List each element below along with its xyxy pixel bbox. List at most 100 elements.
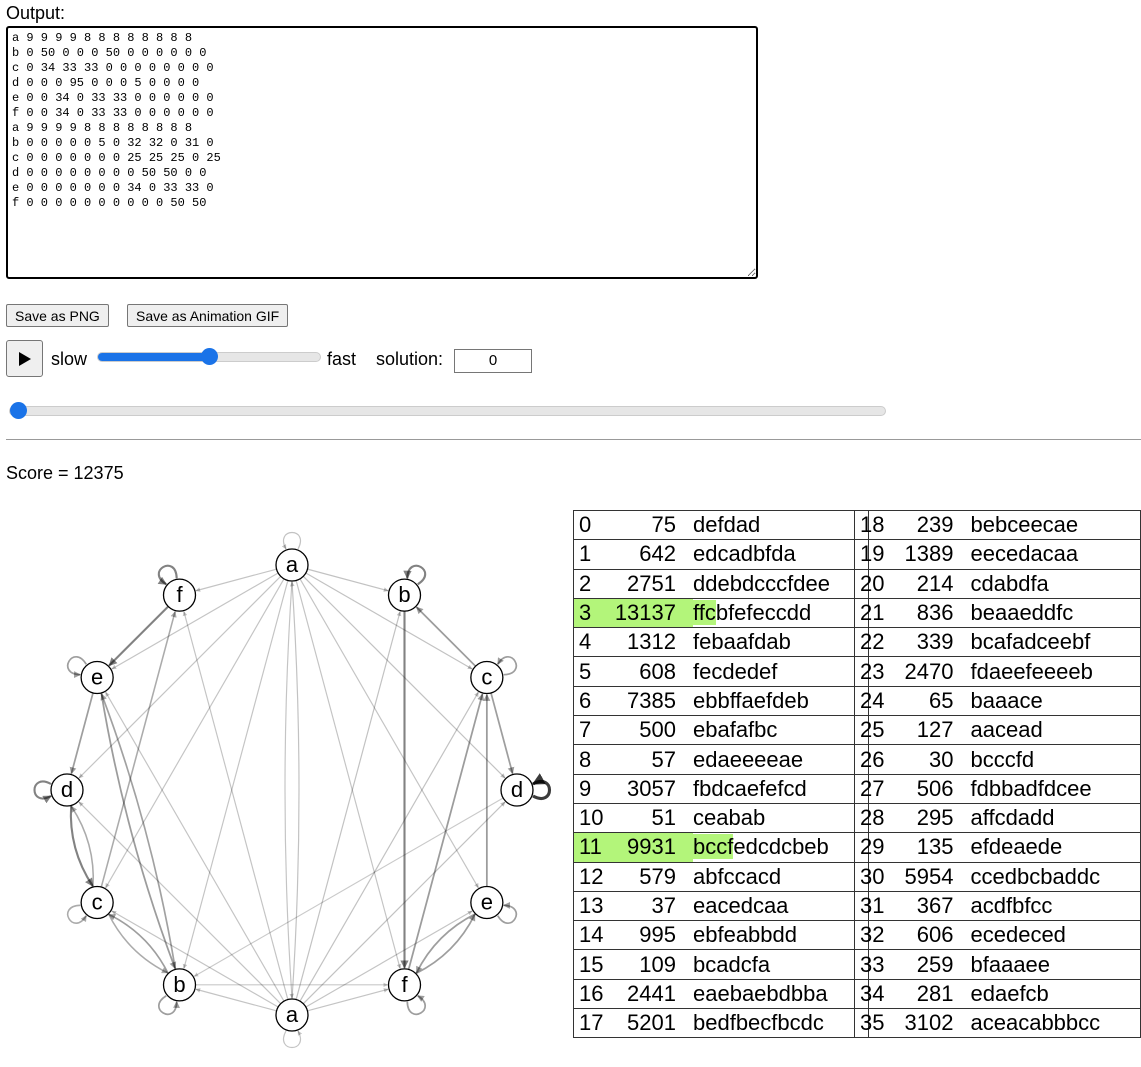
solution-row[interactable]: 31 367 acdfbfcc: [854, 890, 1141, 922]
solution-score: 995: [611, 920, 693, 951]
state-node-circle: [275, 998, 309, 1032]
solution-string: edcadbfda: [693, 539, 869, 570]
transition-edge: [105, 578, 285, 889]
solution-row[interactable]: 20 214 cdabdfa: [854, 568, 1141, 599]
solution-score: 608: [611, 656, 693, 687]
solution-score: 9931: [611, 832, 693, 863]
solution-index: 28: [854, 802, 891, 834]
solution-index: 17: [573, 1008, 611, 1039]
solution-row[interactable]: 7 500 ebafafbc: [573, 715, 869, 746]
solution-index: 18: [854, 509, 891, 541]
speed-slider-thumb[interactable]: [201, 348, 218, 365]
transition-edge: [78, 575, 282, 779]
solution-score: 3057: [611, 773, 693, 804]
solution-string: eacedcaa: [693, 890, 869, 922]
transition-edge: [281, 531, 301, 550]
solution-row[interactable]: 11 9931 bccfedcdcbeb: [573, 832, 869, 863]
solution-index: 1: [573, 539, 611, 570]
solution-score: 5954: [890, 861, 971, 892]
transition-edge: [307, 988, 389, 1012]
transition-edge: [403, 564, 427, 586]
solution-row[interactable]: 14 995 ebfeabbdd: [573, 920, 869, 951]
solution-string: affcdadd: [970, 802, 1141, 834]
state-node: e: [80, 660, 114, 695]
solution-input[interactable]: 0: [454, 349, 532, 373]
solution-row[interactable]: 3 13137 ffcbfefeccdd: [573, 597, 869, 629]
state-node-circle: [80, 660, 114, 695]
solution-row[interactable]: 32 606 ecedeced: [854, 920, 1141, 951]
transition-edge: [299, 691, 479, 1002]
solution-row[interactable]: 28 295 affcdadd: [854, 802, 1141, 834]
solution-index: 16: [573, 978, 611, 1010]
solution-row[interactable]: 1 642 edcadbfda: [573, 539, 869, 570]
transition-edge: [299, 578, 479, 889]
remaining-suffix: edcdcbeb: [733, 834, 829, 860]
solution-score: 214: [890, 568, 971, 599]
solution-score: 30: [890, 744, 971, 775]
solution-row[interactable]: 21 836 beaaeddfc: [854, 597, 1141, 629]
solution-row[interactable]: 18 239 bebceecae: [854, 509, 1141, 541]
state-node: f: [162, 578, 197, 612]
solution-index: 9: [573, 773, 611, 804]
solution-row[interactable]: 22 339 bcafadceebf: [854, 627, 1141, 658]
score-text: Score = 12375: [6, 463, 124, 483]
solution-row[interactable]: 12 579 abfccacd: [573, 861, 869, 892]
solution-row[interactable]: 26 30 bcccfd: [854, 744, 1141, 775]
solution-row[interactable]: 9 3057 fbdcaefefcd: [573, 773, 869, 804]
save-gif-button[interactable]: Save as Animation GIF: [127, 304, 289, 327]
save-png-button[interactable]: Save as PNG: [6, 304, 109, 327]
transition-edge: [100, 692, 177, 970]
solution-score: 57: [611, 744, 693, 775]
transition-edge: [158, 994, 180, 1016]
solution-index: 29: [854, 832, 891, 863]
solution-row[interactable]: 0 75 defdad: [573, 509, 869, 541]
solution-index: 34: [854, 978, 891, 1010]
frame-slider-thumb[interactable]: [10, 402, 27, 419]
solution-row[interactable]: 19 1389 eecedacaa: [854, 539, 1141, 570]
solution-row[interactable]: 6 7385 ebbffaefdeb: [573, 685, 869, 717]
transition-edge: [33, 780, 52, 804]
solution-score: 259: [890, 949, 971, 980]
solution-index: 6: [573, 685, 611, 717]
transition-edge: [302, 575, 506, 779]
solution-row[interactable]: 10 51 ceabab: [573, 802, 869, 834]
solution-row[interactable]: 23 2470 fdaeefeeeeb: [854, 656, 1141, 687]
transition-edge: [108, 913, 169, 974]
solution-index: 2: [573, 568, 611, 599]
state-node-circle: [162, 968, 197, 1002]
solution-index: 10: [573, 802, 611, 834]
solution-row[interactable]: 4 1312 febaafdab: [573, 627, 869, 658]
solution-row[interactable]: 29 135 efdeaede: [854, 832, 1141, 863]
speed-slider[interactable]: [97, 348, 321, 365]
state-node-label: c: [481, 665, 492, 690]
play-button[interactable]: [6, 340, 43, 377]
solution-row[interactable]: 33 259 bfaaaee: [854, 949, 1141, 980]
solution-index: 14: [573, 920, 611, 951]
solution-row[interactable]: 24 65 baaace: [854, 685, 1141, 717]
solution-row[interactable]: 2 2751 ddebdcccfdee: [573, 568, 869, 599]
solution-row[interactable]: 15 109 bcadcfa: [573, 949, 869, 980]
solution-row[interactable]: 25 127 aacead: [854, 715, 1141, 746]
solution-index: 0: [573, 509, 611, 541]
solution-row[interactable]: 17 5201 bedfbecfbcdc: [573, 1008, 869, 1039]
solution-row[interactable]: 8 57 edaeeeeae: [573, 744, 869, 775]
solution-string: bfaaaee: [970, 949, 1141, 980]
solution-index: 35: [854, 1008, 891, 1039]
solution-row[interactable]: 16 2441 eaebaebdbba: [573, 978, 869, 1010]
output-textarea[interactable]: a 9 9 9 9 8 8 8 8 8 8 8 8 b 0 50 0 0 0 5…: [6, 26, 758, 279]
solution-row[interactable]: 13 37 eacedcaa: [573, 890, 869, 922]
frame-slider[interactable]: [9, 402, 886, 419]
state-node-circle: [80, 885, 114, 920]
solution-row[interactable]: 5 608 fecdedef: [573, 656, 869, 687]
solution-row[interactable]: 27 506 fdbbadfdcee: [854, 773, 1141, 804]
solution-score: 606: [890, 920, 971, 951]
solution-string: bcafadceebf: [970, 627, 1141, 658]
solution-score: 295: [890, 802, 971, 834]
transition-edge: [105, 691, 285, 1002]
state-node-label: a: [286, 552, 299, 577]
transition-edge: [108, 605, 169, 667]
transition-edge: [107, 913, 169, 974]
solution-row[interactable]: 34 281 edaefcb: [854, 978, 1141, 1010]
solution-row[interactable]: 35 3102 aceacabbbcc: [854, 1008, 1141, 1039]
solution-row[interactable]: 30 5954 ccedbcbaddc: [854, 861, 1141, 892]
